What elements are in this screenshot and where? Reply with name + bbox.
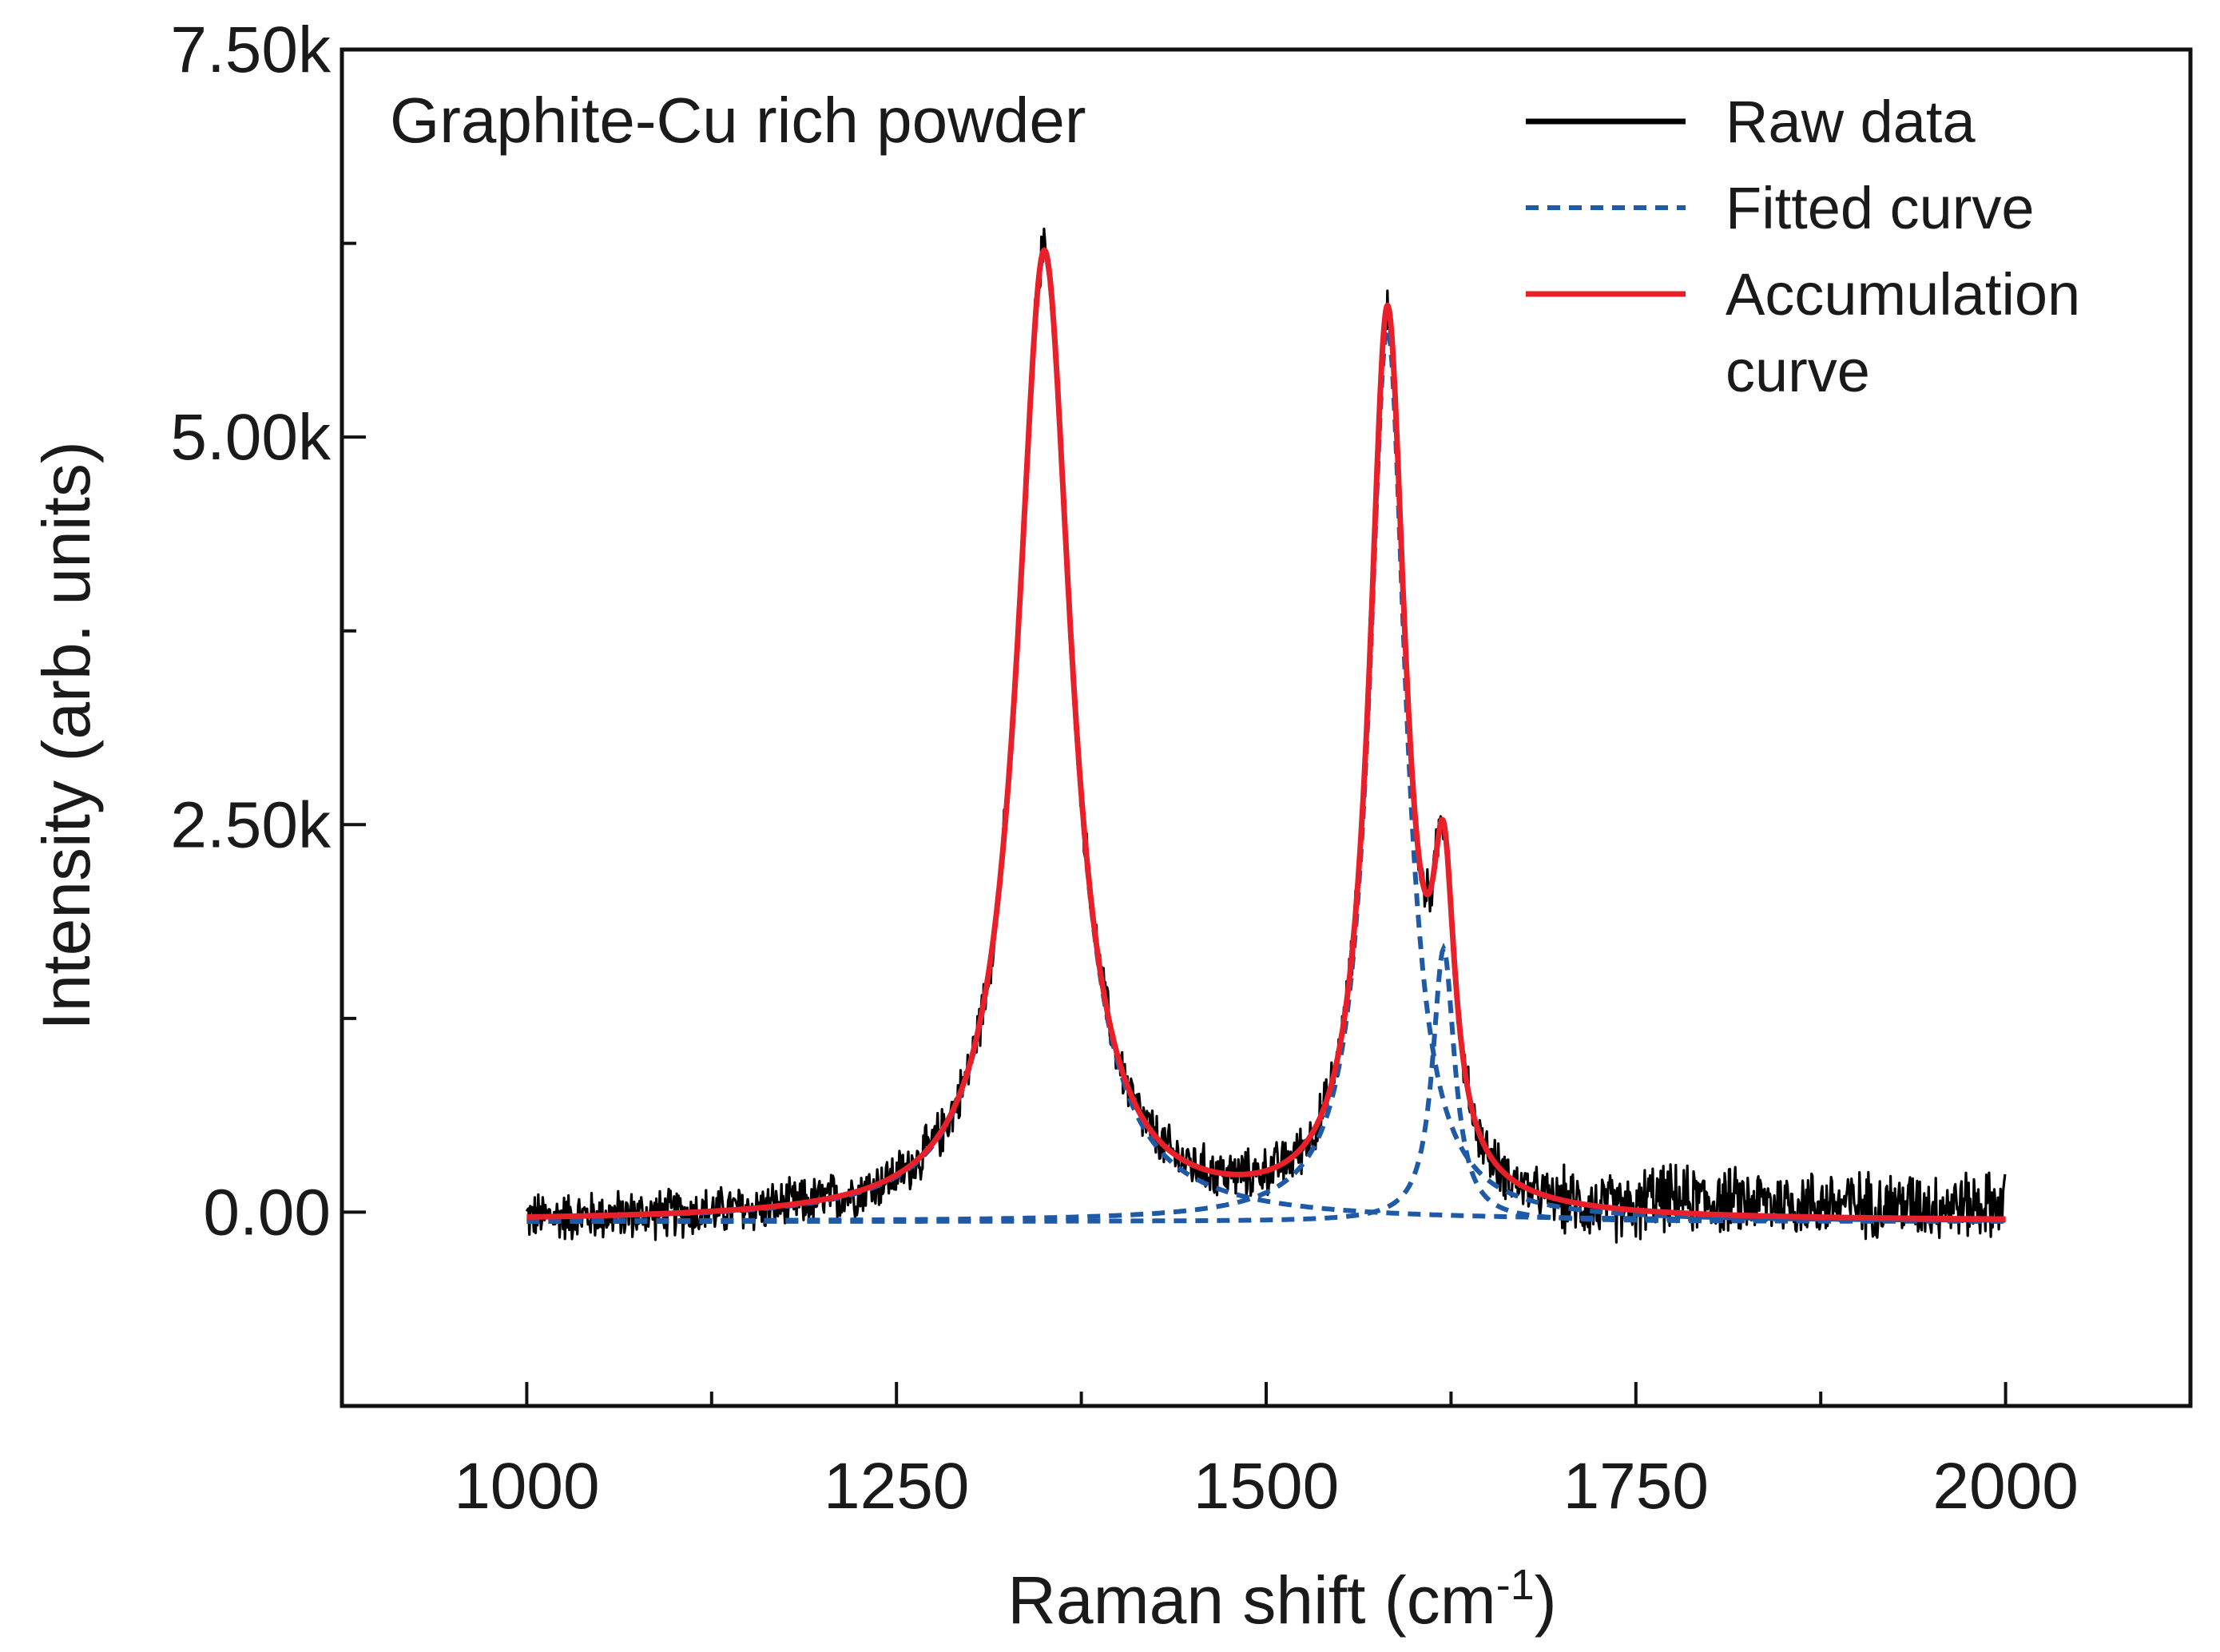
y-tick-label: 7.50k	[170, 14, 332, 86]
legend-accumulation-label-line2: curve	[1726, 338, 1870, 404]
legend-fitted-curve-label: Fitted curve	[1726, 175, 2035, 241]
axis-ticks	[342, 48, 2008, 1406]
x-tick-label: 2000	[1932, 1450, 2078, 1523]
x-tick-label: 1000	[454, 1450, 599, 1523]
axis-tick-labels: 1000 1250 1500 1750 2000 0.00 2.50k 5.00k 7.50k	[170, 14, 2078, 1523]
x-axis-label: Raman shift (cm-1)	[1007, 1561, 1556, 1638]
x-tick-label: 1750	[1563, 1450, 1709, 1523]
series-fitted-curve-3	[526, 943, 2006, 1224]
chart-annotation: Graphite-Cu rich powder	[390, 85, 1086, 156]
plot-frame	[340, 47, 2193, 1408]
x-axis-label-superscript: -1	[1496, 1561, 1535, 1609]
y-tick-label: 2.50k	[170, 788, 332, 861]
x-tick-label: 1250	[824, 1450, 969, 1523]
x-tick-label: 1500	[1193, 1450, 1339, 1523]
y-tick-label: 0.00	[203, 1176, 331, 1249]
legend-raw-data-label: Raw data	[1726, 89, 1976, 155]
y-tick-label: 5.00k	[170, 401, 332, 474]
series-accumulation-curve	[524, 247, 2008, 1222]
y-axis-label: Intensity (arb. units)	[29, 441, 104, 1031]
legend: Raw data Fitted curve Accumulation curve	[1526, 89, 2080, 404]
plot-series	[524, 227, 2008, 1244]
x-axis-label-main: Raman shift (cm	[1007, 1563, 1495, 1638]
legend-accumulation-label: Accumulation	[1726, 261, 2080, 328]
x-axis-label-close: )	[1535, 1563, 1557, 1638]
